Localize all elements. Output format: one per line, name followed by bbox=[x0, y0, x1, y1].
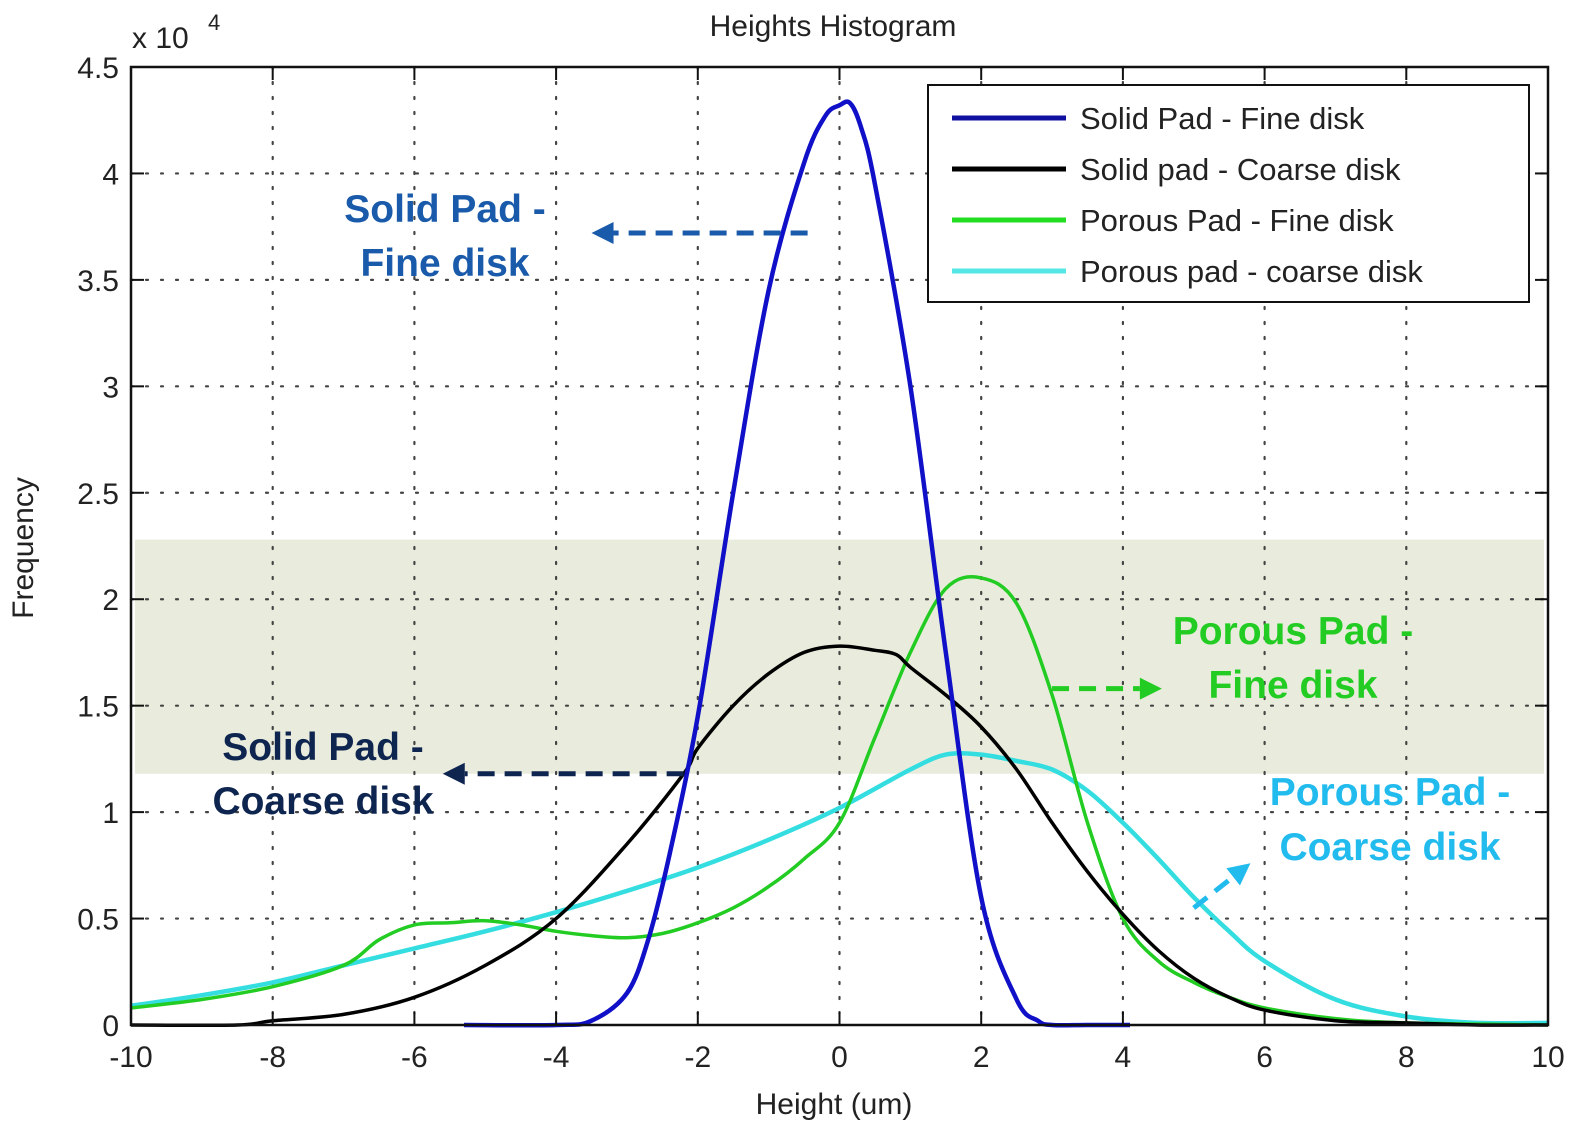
annotation-text: Fine disk bbox=[360, 242, 529, 285]
y-multiplier-exponent: 4 bbox=[208, 10, 220, 35]
legend-box bbox=[927, 84, 1530, 303]
x-tick-label: 8 bbox=[1398, 1041, 1415, 1074]
x-tick-label: -4 bbox=[543, 1041, 570, 1074]
series-line-solid-pad-coarse-disk bbox=[130, 644, 1549, 1028]
x-tick-label: 2 bbox=[973, 1041, 990, 1074]
annotations: Solid Pad - Fine disk Solid Pad - Coarse di… bbox=[212, 188, 1511, 910]
x-tick-labels: -10 -8 -6 -4 -2 0 2 4 6 8 10 bbox=[109, 1041, 1564, 1074]
y-axis-label: Frequency bbox=[7, 477, 40, 619]
annotation-1: Solid Pad - Fine disk bbox=[344, 188, 808, 285]
series-line-porous-pad-coarse-disk bbox=[130, 750, 1549, 1026]
x-tick-label: 4 bbox=[1115, 1041, 1132, 1074]
annotation-text: Solid Pad - bbox=[222, 726, 424, 769]
annotation-text: Solid Pad - bbox=[344, 188, 546, 231]
annotation-text: Coarse disk bbox=[212, 780, 433, 823]
x-tick-label: 6 bbox=[1256, 1041, 1273, 1074]
x-tick-label: -10 bbox=[109, 1041, 152, 1074]
x-axis-label: Height (um) bbox=[756, 1088, 913, 1121]
annotation-4: Porous Pad - Coarse disk bbox=[1192, 771, 1511, 910]
chart-title: Heights Histogram bbox=[710, 10, 957, 43]
x-tick-label: 10 bbox=[1531, 1041, 1564, 1074]
legend-label: Solid pad - Coarse disk bbox=[1080, 152, 1401, 187]
x-tick-label: -2 bbox=[684, 1041, 711, 1074]
legend-label: Porous pad - coarse disk bbox=[1080, 254, 1423, 289]
y-tick-label: 0 bbox=[102, 1010, 119, 1043]
axis-ticks bbox=[130, 66, 1549, 1026]
annotation-text: Porous Pad - bbox=[1270, 771, 1511, 814]
y-tick-labels: 0 0.5 1 1.5 2 2.5 3 3.5 4 4.5 bbox=[77, 52, 119, 1043]
annotation-3: Porous Pad - Fine disk bbox=[1052, 610, 1413, 707]
arrowhead-icon bbox=[591, 222, 614, 245]
x-tick-label: -6 bbox=[401, 1041, 428, 1074]
y-tick-label: 2 bbox=[102, 584, 119, 617]
series-line-porous-pad-fine-disk bbox=[130, 575, 1549, 1027]
y-tick-label: 1 bbox=[102, 797, 119, 830]
annotation-text: Fine disk bbox=[1208, 664, 1377, 707]
x-tick-label: -8 bbox=[259, 1041, 286, 1074]
annotation-2: Solid Pad - Coarse disk bbox=[212, 726, 684, 823]
y-tick-label: 4 bbox=[102, 158, 119, 191]
y-multiplier: x 10 bbox=[132, 22, 189, 55]
annotation-text: Coarse disk bbox=[1279, 826, 1500, 869]
arrowhead-icon bbox=[1226, 863, 1251, 886]
series-lines bbox=[130, 99, 1549, 1028]
legend-items: Solid Pad - Fine disk Solid pad - Coarse … bbox=[952, 101, 1423, 289]
legend-label: Porous Pad - Fine disk bbox=[1080, 203, 1394, 238]
arrowhead-icon bbox=[1139, 677, 1162, 700]
y-tick-label: 4.5 bbox=[77, 52, 119, 85]
y-tick-label: 2.5 bbox=[77, 478, 119, 511]
y-tick-label: 1.5 bbox=[77, 691, 119, 724]
y-tick-label: 3.5 bbox=[77, 265, 119, 298]
x-tick-label: 0 bbox=[831, 1041, 848, 1074]
series-line-solid-pad-fine-disk bbox=[463, 99, 1130, 1028]
y-tick-label: 0.5 bbox=[77, 904, 119, 937]
arrowhead-icon bbox=[442, 762, 465, 785]
y-tick-label: 3 bbox=[102, 371, 119, 404]
annotation-arrow-line bbox=[1192, 874, 1235, 910]
annotation-text: Porous Pad - bbox=[1173, 610, 1414, 653]
legend-label: Solid Pad - Fine disk bbox=[1080, 101, 1365, 136]
grid-lines bbox=[129, 65, 1550, 1027]
legend: Solid Pad - Fine disk Solid pad - Coarse … bbox=[927, 84, 1530, 303]
